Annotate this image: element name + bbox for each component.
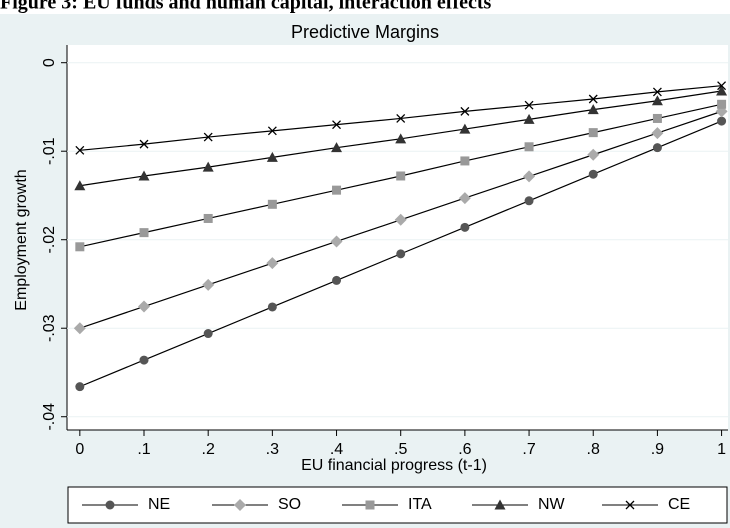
data-point <box>332 185 342 195</box>
data-point <box>330 235 343 248</box>
legend-marker <box>234 499 246 511</box>
data-point <box>523 113 535 124</box>
data-point <box>266 151 278 162</box>
data-point <box>138 170 150 181</box>
data-point <box>396 114 406 123</box>
data-point <box>75 242 85 252</box>
data-point <box>202 278 215 291</box>
figure-caption: Figure 3: EU funds and human capital, in… <box>0 0 492 14</box>
data-point <box>267 302 277 312</box>
data-point <box>203 329 213 339</box>
data-point <box>652 113 662 123</box>
data-point <box>587 148 600 161</box>
data-point <box>139 139 149 149</box>
legend-marker <box>105 500 115 510</box>
data-point <box>458 192 471 205</box>
x-tick-label: .9 <box>651 441 664 458</box>
data-point <box>717 99 727 109</box>
x-tick-label: .1 <box>137 441 150 458</box>
data-point <box>395 133 407 144</box>
data-point <box>396 171 406 181</box>
data-point <box>588 128 598 138</box>
data-point <box>588 94 598 104</box>
x-tick-label: .3 <box>266 441 279 458</box>
data-point <box>652 143 662 153</box>
data-point <box>202 161 214 172</box>
data-point <box>651 127 664 140</box>
data-point <box>717 116 727 126</box>
y-tick-label: -.02 <box>41 226 58 254</box>
data-point <box>138 300 151 313</box>
data-point <box>74 180 86 191</box>
x-tick-label: 0 <box>75 441 84 458</box>
data-point <box>524 196 534 206</box>
data-point <box>588 169 598 179</box>
data-point <box>460 106 470 116</box>
data-point <box>524 142 534 152</box>
data-point <box>75 145 85 155</box>
data-point <box>267 199 277 209</box>
data-point <box>651 95 663 106</box>
data-point <box>460 156 470 166</box>
legend-label: ITA <box>408 496 432 513</box>
x-tick-label: .6 <box>458 441 471 458</box>
data-point <box>523 170 536 183</box>
legend-marker <box>494 499 506 510</box>
data-point <box>203 132 213 142</box>
chart-title: Predictive Margins <box>291 22 439 42</box>
data-point <box>717 81 727 91</box>
x-tick-label: .5 <box>394 441 407 458</box>
data-point <box>460 222 470 232</box>
y-tick-label: -.01 <box>41 137 58 165</box>
legend-label: NE <box>148 496 170 513</box>
x-tick-label: .8 <box>587 441 600 458</box>
legend-marker <box>625 500 635 510</box>
data-point <box>332 120 341 130</box>
data-point <box>652 87 662 97</box>
data-point <box>203 213 213 223</box>
data-point <box>267 126 277 136</box>
data-point <box>73 322 86 335</box>
data-point <box>75 382 85 392</box>
data-point <box>331 142 343 153</box>
data-point <box>266 257 279 270</box>
data-point <box>587 104 599 115</box>
data-point <box>716 85 728 96</box>
data-point <box>394 213 407 226</box>
legend-label: CE <box>668 496 690 513</box>
y-tick-label: -.03 <box>41 314 58 342</box>
legend-label: SO <box>278 496 301 513</box>
x-axis-label: EU financial progress (t-1) <box>301 457 487 474</box>
x-tick-label: .2 <box>202 441 215 458</box>
data-point <box>396 249 406 259</box>
y-axis-label: Employment growth <box>13 169 30 310</box>
x-tick-label: .4 <box>330 441 343 458</box>
plot-area <box>67 45 728 430</box>
legend-marker <box>365 500 375 510</box>
x-tick-label: 1 <box>717 441 726 458</box>
legend-label: NW <box>538 496 566 513</box>
y-tick-label: -.04 <box>41 403 58 431</box>
data-point <box>139 228 149 238</box>
data-point <box>139 355 149 365</box>
y-tick-label: 0 <box>41 58 58 67</box>
data-point <box>459 123 471 134</box>
data-point <box>524 100 534 110</box>
data-point <box>332 275 342 285</box>
x-tick-label: .7 <box>522 441 535 458</box>
